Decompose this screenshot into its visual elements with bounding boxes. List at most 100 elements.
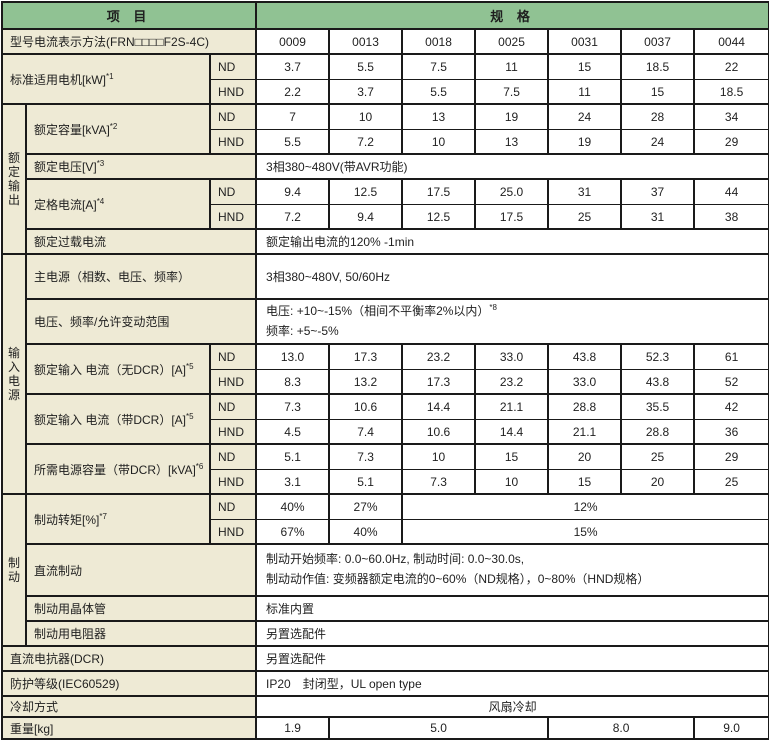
spec-value-cell: 29	[695, 445, 769, 470]
spec-value-cell: 10	[403, 445, 477, 470]
spec-value-cell: 0031	[549, 30, 623, 55]
duty-mode-cell: ND	[211, 180, 258, 205]
duty-mode-cell: HND	[211, 205, 258, 230]
duty-mode-cell: ND	[211, 105, 258, 130]
spec-value-cell: 17.3	[330, 345, 404, 370]
spec-value-cell: 29	[695, 130, 769, 155]
spec-value-cell: 0018	[403, 30, 477, 55]
spec-value-cell: 20	[549, 445, 623, 470]
spec-value-cell: 12.5	[403, 205, 477, 230]
spec-value-cell: 19	[549, 130, 623, 155]
section-group-label: 输 入 电 源	[3, 255, 27, 495]
spec-row-label: 型号电流表示方法(FRN□□□□F2S-4C)	[3, 30, 258, 55]
spec-value-cell: 7	[257, 105, 331, 130]
spec-row-label: 额定输入 电流（无DCR）[A]*5	[27, 345, 211, 395]
spec-table-body: 项 目规 格型号电流表示方法(FRN□□□□F2S-4C) 0009 0013 001…	[3, 3, 769, 738]
duty-mode-cell: ND	[211, 55, 258, 80]
spec-value-cell: 61	[695, 345, 769, 370]
spec-value-cell: 7.2	[330, 130, 404, 155]
spec-row-label: 所需电源容量（带DCR）[kVA]*6	[27, 445, 211, 495]
spec-value-cell: 3.7	[330, 80, 404, 105]
spec-value-cell: 15%	[403, 520, 769, 545]
spec-value-cell: 21.1	[476, 395, 550, 420]
spec-value-cell: 34	[695, 105, 769, 130]
spec-value-cell: 52.3	[622, 345, 696, 370]
spec-value-cell: 0025	[476, 30, 550, 55]
spec-value-cell: 43.8	[549, 345, 623, 370]
spec-value-cell: 14.4	[476, 420, 550, 445]
section-group-label: 制 动	[3, 495, 27, 647]
spec-value-cell: 37	[622, 180, 696, 205]
spec-value-cell: 10.6	[403, 420, 477, 445]
spec-value-cell: 15	[476, 445, 550, 470]
spec-row-label: 直流电抗器(DCR)	[3, 647, 258, 672]
spec-value-cell: 标准内置	[257, 597, 769, 622]
spec-value-cell: 0009	[257, 30, 331, 55]
spec-value-cell: 8.3	[257, 370, 331, 395]
spec-value-cell: 7.3	[330, 445, 404, 470]
spec-value-cell: 52	[695, 370, 769, 395]
spec-value-cell: 12%	[403, 495, 769, 520]
spec-value-cell: 制动开始频率: 0.0~60.0Hz, 制动时间: 0.0~30.0s, 制动动作…	[257, 545, 769, 597]
spec-value-cell: 风扇冷却	[257, 697, 769, 718]
spec-value-cell: 10.6	[330, 395, 404, 420]
spec-value-cell: 14.4	[403, 395, 477, 420]
spec-value-cell: 7.2	[257, 205, 331, 230]
spec-value-cell: 40%	[257, 495, 331, 520]
spec-value-cell: 42	[695, 395, 769, 420]
spec-row-label: 冷却方式	[3, 697, 258, 718]
spec-value-cell: 7.3	[257, 395, 331, 420]
spec-value-cell: 7.5	[476, 80, 550, 105]
spec-row-label: 额定容量[kVA]*2	[27, 105, 211, 155]
spec-value-cell: 5.0	[330, 718, 550, 738]
spec-value-cell: 67%	[257, 520, 331, 545]
spec-value-cell: 36	[695, 420, 769, 445]
spec-value-cell: 27%	[330, 495, 404, 520]
spec-value-cell: 13	[476, 130, 550, 155]
spec-value-cell: 25	[622, 445, 696, 470]
spec-value-cell: 13.2	[330, 370, 404, 395]
spec-value-cell: 21.1	[549, 420, 623, 445]
spec-value-cell: 5.5	[257, 130, 331, 155]
spec-value-cell: 23.2	[476, 370, 550, 395]
spec-value-cell: 24	[549, 105, 623, 130]
spec-value-cell: 13.0	[257, 345, 331, 370]
spec-value-cell: 额定输出电流的120% -1min	[257, 230, 769, 255]
spec-value-cell: 7.4	[330, 420, 404, 445]
spec-value-cell: 15	[549, 470, 623, 495]
spec-value-cell: 31	[622, 205, 696, 230]
spec-value-cell: 3.7	[257, 55, 331, 80]
spec-value-cell: 28.8	[622, 420, 696, 445]
spec-row-label: 额定电压[V]*3	[27, 155, 258, 180]
spec-value-cell: 38	[695, 205, 769, 230]
spec-value-cell: 10	[330, 105, 404, 130]
spec-row-label: 制动转矩[%]*7	[27, 495, 211, 545]
spec-value-cell: 9.4	[330, 205, 404, 230]
spec-value-cell: 28	[622, 105, 696, 130]
duty-mode-cell: ND	[211, 345, 258, 370]
spec-value-cell: 40%	[330, 520, 404, 545]
spec-value-cell: 17.5	[476, 205, 550, 230]
spec-value-cell: 5.5	[330, 55, 404, 80]
spec-value-cell: 19	[476, 105, 550, 130]
spec-value-cell: 10	[476, 470, 550, 495]
spec-value-cell: 28.8	[549, 395, 623, 420]
spec-value-cell: 11	[549, 80, 623, 105]
spec-value-cell: IP20 封闭型，UL open type	[257, 672, 769, 697]
spec-value-cell: 另置选配件	[257, 622, 769, 647]
spec-row-label: 定格电流[A]*4	[27, 180, 211, 230]
spec-value-cell: 5.1	[330, 470, 404, 495]
spec-value-cell: 电压: +10~-15%（相间不平衡率2%以内）*8 频率: +5~-5%	[257, 300, 769, 345]
spec-value-cell: 5.5	[403, 80, 477, 105]
spec-value-cell: 33.0	[476, 345, 550, 370]
spec-value-cell: 0037	[622, 30, 696, 55]
spec-value-cell: 10	[403, 130, 477, 155]
spec-value-cell: 1.9	[257, 718, 331, 738]
spec-value-cell: 4.5	[257, 420, 331, 445]
duty-mode-cell: HND	[211, 470, 258, 495]
spec-row-label: 重量[kg]	[3, 718, 258, 738]
spec-value-cell: 9.0	[695, 718, 769, 738]
spec-row-label: 防护等级(IEC60529)	[3, 672, 258, 697]
spec-value-cell: 3相380~480V, 50/60Hz	[257, 255, 769, 300]
